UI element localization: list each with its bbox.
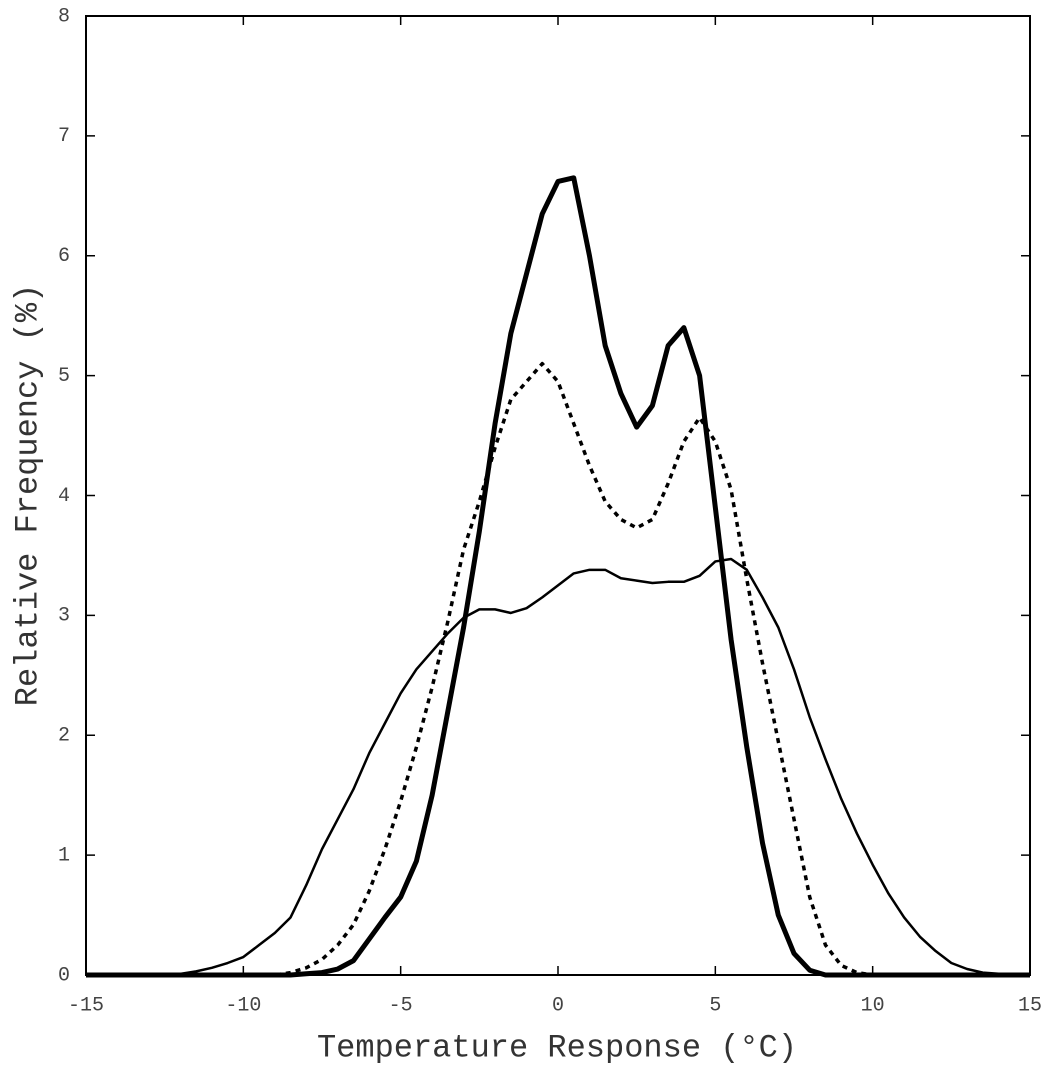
y-tick-label: 4 xyxy=(58,485,70,508)
y-tick-label: 0 xyxy=(58,964,70,987)
x-tick-label: -10 xyxy=(225,994,261,1017)
plot-frame xyxy=(85,15,1031,976)
series-line xyxy=(86,361,1030,977)
y-tick-label: 6 xyxy=(58,245,70,268)
x-tick-label: 0 xyxy=(552,994,564,1017)
series-line xyxy=(86,175,1030,978)
y-tick-label: 7 xyxy=(58,125,70,148)
y-axis-title: Relative Frequency (%) xyxy=(9,284,46,706)
y-tick-label: 3 xyxy=(58,605,70,628)
x-axis-title: Temperature Response (°C) xyxy=(317,1029,797,1066)
x-tick-label: 10 xyxy=(861,994,885,1017)
y-tick-label: 8 xyxy=(58,5,70,28)
y-tick-label: 1 xyxy=(58,844,70,867)
x-tick-label: 5 xyxy=(709,994,721,1017)
y-tick-label: 2 xyxy=(58,725,70,748)
x-tick-label: -15 xyxy=(68,994,104,1017)
y-tick-label: 5 xyxy=(58,365,70,388)
series-line xyxy=(86,557,1030,977)
x-tick-label: -5 xyxy=(389,994,413,1017)
x-tick-label: 15 xyxy=(1018,994,1042,1017)
